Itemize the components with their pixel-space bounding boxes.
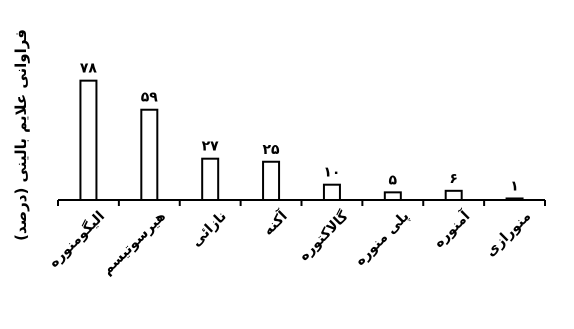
category-label: پلی منوره (352, 208, 412, 268)
bar (383, 191, 402, 202)
category-label: هیرسوتیسم (99, 208, 169, 278)
category-label: الیگومنوره (45, 208, 108, 271)
data-label: ۵۹ (141, 90, 159, 106)
category-label: آمنوره (429, 206, 474, 251)
bar (79, 79, 98, 201)
y-axis-title: فراوانی علایم بالینی (درصد) (12, 29, 30, 241)
data-label: ۷۸ (80, 61, 98, 77)
bar (262, 160, 281, 201)
data-label: ۲۵ (263, 142, 281, 158)
bar (444, 189, 463, 202)
data-label: ۵ (389, 172, 398, 188)
bar (322, 183, 341, 201)
data-label: ۱ (510, 178, 519, 194)
bar (140, 108, 159, 201)
data-label: ۱۰ (323, 165, 340, 181)
category-label: منورازی (483, 208, 535, 260)
category-label: گالاکتوره (295, 207, 352, 264)
data-label: ۶ (449, 171, 458, 187)
data-label: ۲۷ (202, 139, 220, 155)
bar (505, 197, 524, 202)
category-label: آکنه (259, 206, 292, 239)
bar (201, 157, 220, 202)
category-label: نازائی (188, 208, 230, 250)
